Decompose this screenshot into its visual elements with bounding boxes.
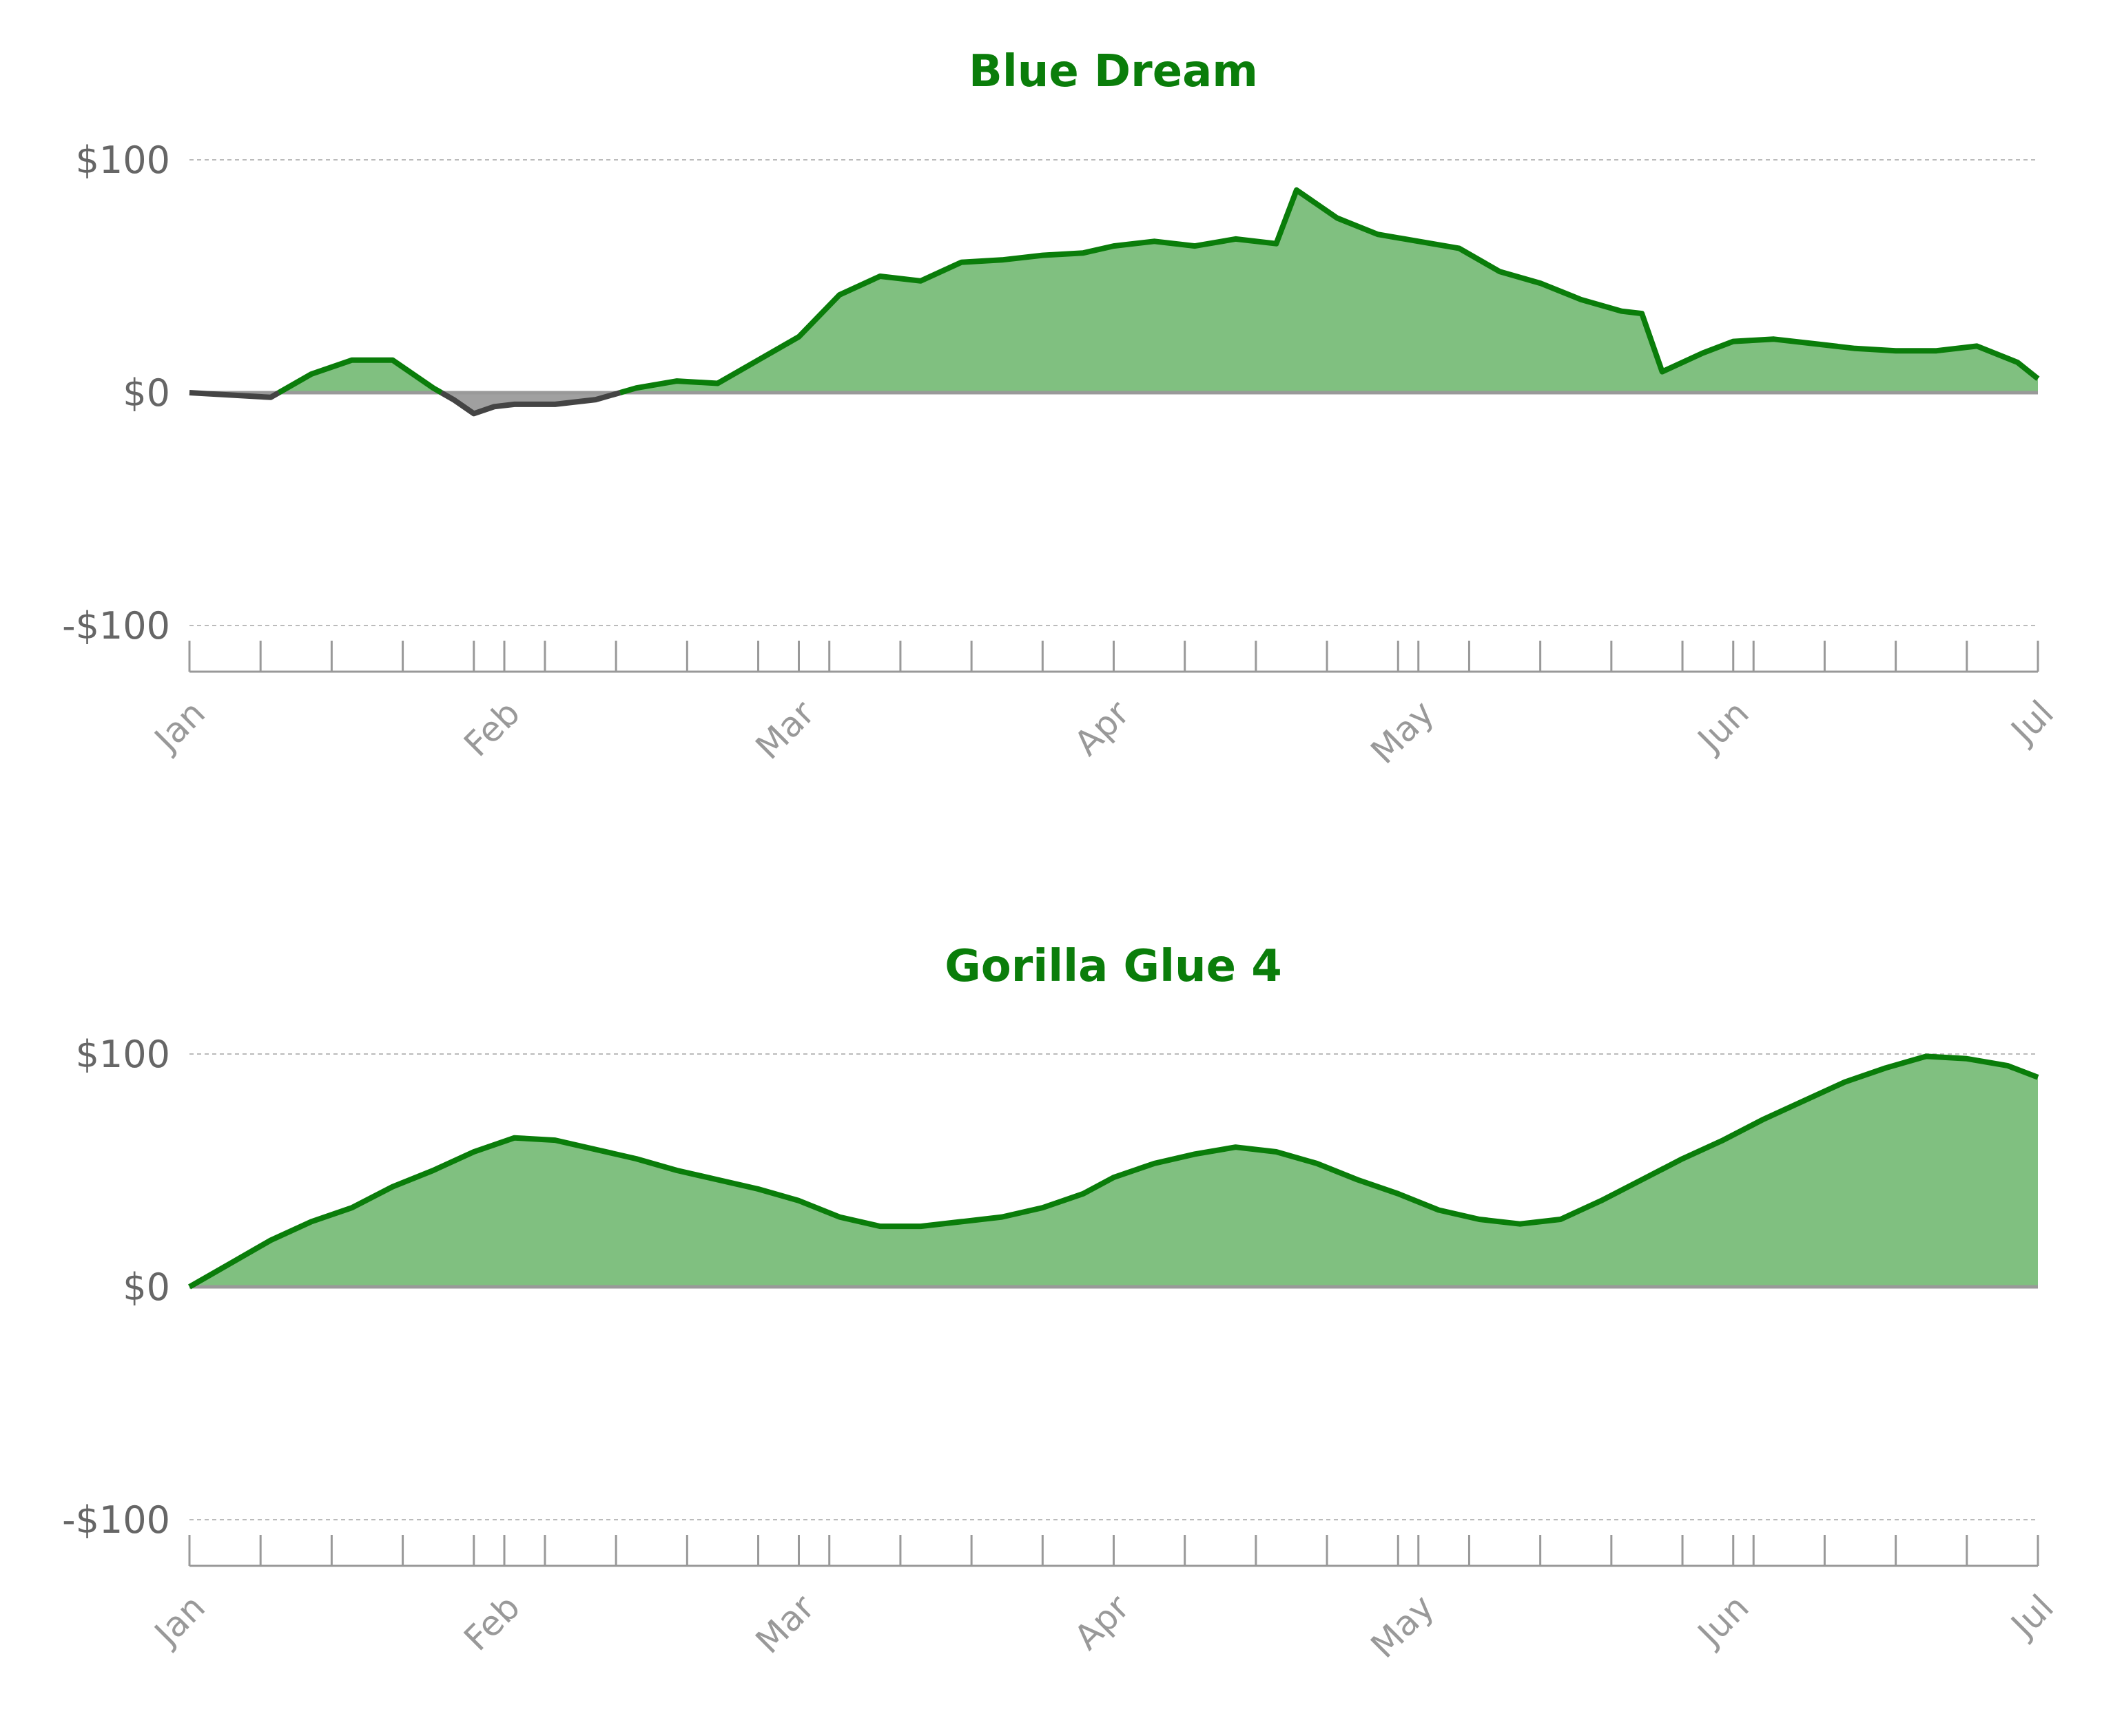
area-fills [189,189,2038,414]
y-tick-labels: $100 $0 -$100 [62,1033,170,1542]
x-tick-label: May [1363,693,1442,772]
x-tick-label: Jan [145,1587,213,1655]
x-tick-label: Apr [1067,693,1137,763]
x-tick-label: Jan [145,693,213,761]
x-axis: Jan Feb Mar Apr May Jun Jul [145,1535,2061,1666]
series-lines [188,1053,2039,1290]
series-line-positive [619,187,2040,395]
x-tick-label: Jun [1689,693,1756,761]
y-tick-label: -$100 [62,604,170,648]
area-positive [189,1056,2038,1287]
chart-title: Gorilla Glue 4 [945,941,1282,992]
x-tick-label: Mar [748,693,823,767]
y-tick-labels: $100 $0 -$100 [62,138,170,648]
x-tick-label: May [1363,1587,1442,1666]
chart-title: Blue Dream [969,46,1258,97]
series-line-positive [277,357,443,395]
series-line-negative [440,390,621,417]
y-tick-label: $100 [76,1033,170,1076]
area-positive [620,189,2038,393]
series-lines [189,187,2040,417]
series-line-positive [188,1053,2039,1290]
series-line-negative [189,390,280,400]
x-tick-label: Mar [748,1587,823,1662]
x-axis: Jan Feb Mar Apr May Jun Jul [145,641,2061,772]
chart-panel-1: Blue Dream $100 $0 -$100 Jan Feb Mar Apr May Ju… [62,46,2061,772]
y-tick-label: $100 [76,138,170,182]
x-tick-label: Feb [456,693,528,765]
area-fills [189,1056,2038,1287]
x-tick-label: Feb [456,1587,528,1659]
x-tick-label: Apr [1067,1587,1137,1657]
y-tick-label: $0 [123,1265,170,1309]
x-tick-label: Jul [2002,693,2061,752]
x-tick-label: Jun [1689,1587,1756,1655]
grid-lines [189,159,2038,626]
grid-lines [189,1053,2038,1520]
chart-panel-2: Gorilla Glue 4 $100 $0 -$100 Jan Feb Mar Apr M… [62,941,2061,1666]
y-tick-label: $0 [123,371,170,415]
x-tick-label: Jul [2002,1587,2061,1646]
y-tick-label: -$100 [62,1498,170,1542]
